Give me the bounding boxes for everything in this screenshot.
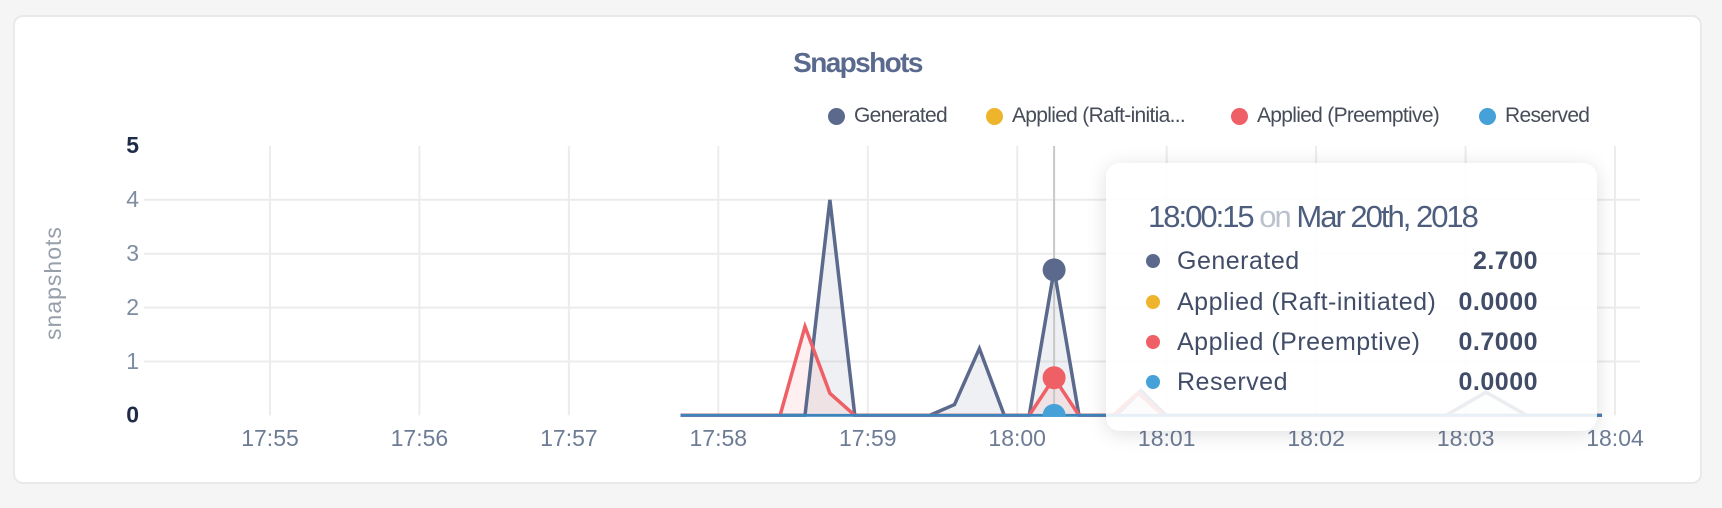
svg-text:5: 5 [126, 132, 139, 158]
svg-text:17:58: 17:58 [690, 425, 748, 451]
svg-text:1: 1 [126, 348, 139, 374]
svg-text:17:57: 17:57 [540, 425, 598, 451]
svg-text:17:59: 17:59 [839, 425, 897, 451]
svg-text:4: 4 [126, 186, 139, 212]
svg-text:18:04: 18:04 [1586, 425, 1644, 451]
svg-text:17:56: 17:56 [391, 425, 449, 451]
svg-text:0: 0 [126, 402, 139, 428]
svg-text:2: 2 [126, 294, 139, 320]
svg-text:17:55: 17:55 [241, 425, 299, 451]
svg-text:snapshots: snapshots [40, 226, 66, 340]
svg-text:18:00: 18:00 [988, 425, 1046, 451]
svg-text:3: 3 [126, 240, 139, 266]
